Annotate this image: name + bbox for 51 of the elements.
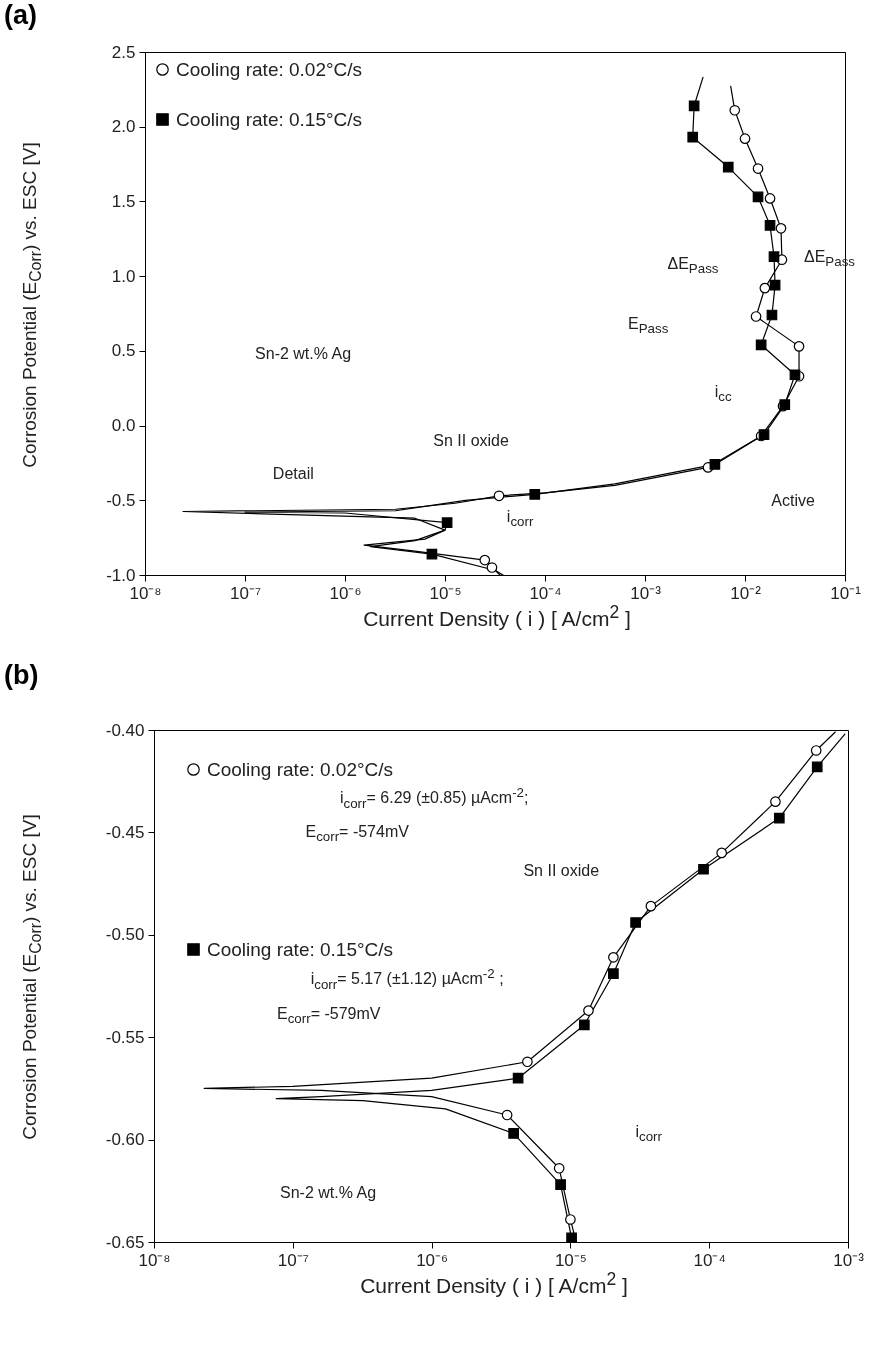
y-tick-label: -0.60	[105, 1130, 145, 1150]
x-tick-label: 10⁻⁴	[529, 583, 562, 603]
legend-label: Cooling rate: 0.02°C/s	[176, 58, 363, 80]
x-tick-label: 10⁻⁷	[277, 1250, 309, 1270]
x-tick-label: 10⁻⁶	[329, 583, 362, 603]
annotation: i$_{corr}$= 6.29 (±0.85) µAcm$^{-2}$;	[339, 785, 529, 811]
x-tick-label: 10⁻⁴	[693, 1250, 726, 1270]
x-tick-label: 10⁻²	[730, 583, 762, 603]
chart-title: (a)	[4, 0, 37, 31]
annotation: Sn-2 wt.% Ag	[255, 345, 352, 362]
y-tick-label: -0.45	[105, 822, 145, 842]
legend-label: Cooling rate: 0.15°C/s	[176, 108, 363, 130]
x-axis-title: Current Density ( i ) [ A/cm$^{2}$ ]	[363, 602, 631, 631]
annotation: Sn-2 wt.% Ag	[280, 1184, 377, 1202]
x-tick-label: 10⁻⁸	[138, 1250, 171, 1270]
x-tick-label: 10⁻⁶	[416, 1250, 449, 1270]
x-tick-label: 10⁻³	[833, 1250, 865, 1270]
x-tick-label: 10⁻¹	[830, 583, 862, 603]
y-tick-label: -0.65	[105, 1232, 145, 1252]
annotation: ΔE$_{Pass}$	[667, 255, 719, 277]
y-tick-label: 1.0	[111, 266, 136, 286]
annotation: E$_{corr}$= -574mV	[305, 823, 409, 845]
y-tick-label: -0.40	[105, 720, 145, 740]
x-tick-label: 10⁻⁷	[229, 583, 262, 603]
annotation: Detail	[272, 464, 314, 482]
x-tick-label: 10⁻⁸	[129, 583, 162, 603]
y-tick-label: -0.55	[105, 1027, 145, 1047]
annotation: E$_{Pass}$	[628, 314, 669, 337]
annotation: i$_{corr}$	[635, 1123, 662, 1145]
y-tick-label: 0.5	[111, 341, 136, 361]
annotation: Sn II oxide	[523, 861, 600, 879]
y-tick-label: -0.5	[106, 490, 136, 510]
annotation: i$_{cc}$	[714, 382, 732, 405]
y-tick-label: 2.0	[111, 117, 136, 137]
y-tick-label: -1.0	[106, 565, 136, 585]
x-axis-title: Current Density ( i ) [ A/cm$^{2}$ ]	[360, 1269, 628, 1298]
y-tick-label: 0.0	[111, 416, 136, 436]
x-tick-label: 10⁻³	[630, 583, 662, 603]
legend-label: Cooling rate: 0.02°C/s	[207, 758, 394, 780]
y-tick-label: 1.5	[111, 191, 136, 211]
annotation: i$_{corr}$	[506, 507, 534, 530]
chart-title: (b)	[4, 660, 39, 691]
y-tick-label: -0.50	[105, 925, 145, 945]
annotation: i$_{corr}$= 5.17 (±1.12) µAcm$^{-2}$ ;	[310, 966, 504, 992]
y-tick-label: 2.5	[111, 42, 136, 62]
x-tick-label: 10⁻⁵	[429, 583, 462, 603]
annotation: Sn II oxide	[433, 431, 509, 449]
legend-label: Cooling rate: 0.15°C/s	[207, 938, 394, 960]
x-tick-label: 10⁻⁵	[554, 1250, 587, 1270]
annotation: E$_{corr}$= -579mV	[277, 1005, 381, 1027]
annotation: Active	[771, 491, 815, 509]
